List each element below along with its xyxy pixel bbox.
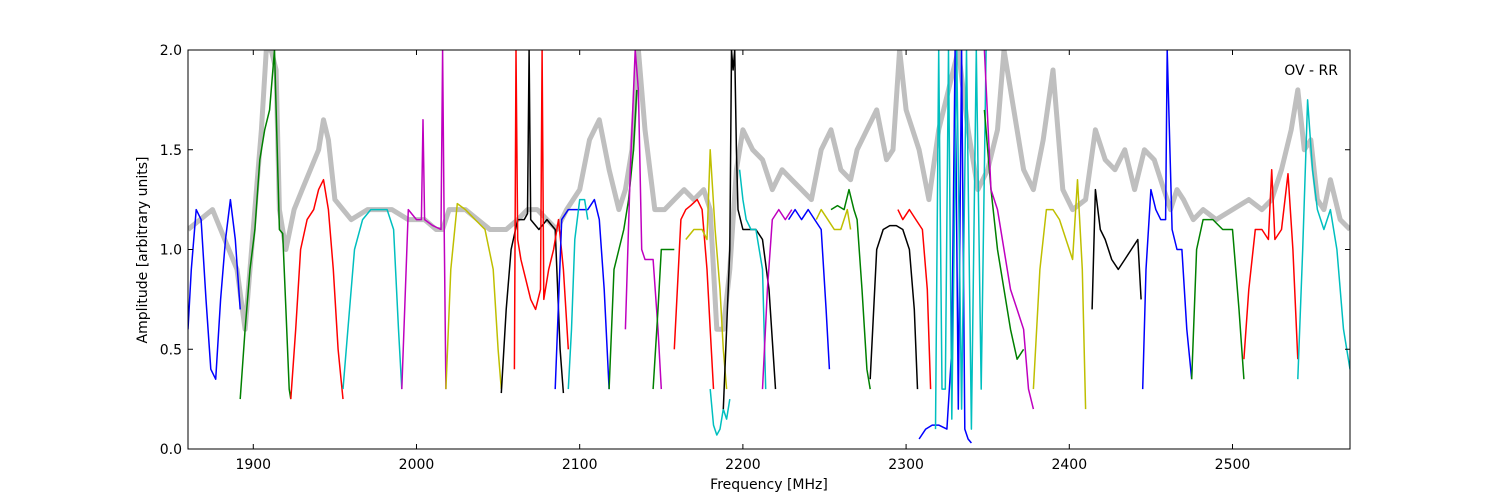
series-line-32 — [1190, 218, 1245, 380]
chart-annotation: OV - RR — [1284, 63, 1338, 79]
series-line-10 — [567, 198, 589, 390]
x-tick-label: 2300 — [888, 457, 924, 473]
x-tick-label: 2200 — [725, 457, 761, 473]
series-line-3 — [290, 178, 344, 400]
series-line-18 — [738, 169, 767, 390]
y-tick-label: 1.5 — [160, 143, 182, 159]
series-line-11 — [608, 89, 638, 390]
series-line-2 — [239, 50, 292, 400]
series-line-14 — [673, 198, 715, 390]
plot-background — [188, 50, 1350, 449]
y-tick-label: 0.0 — [160, 442, 182, 458]
x-tick-label: 2100 — [562, 457, 598, 473]
series-line-24 — [897, 208, 932, 390]
x-tick-label: 2400 — [1051, 457, 1087, 473]
x-tick-label: 1900 — [235, 457, 271, 473]
y-tick-label: 1.0 — [160, 243, 182, 259]
series-line-13 — [652, 248, 675, 390]
series-line-6 — [445, 202, 503, 390]
y-tick-label: 2.0 — [160, 43, 182, 59]
series-line-33 — [1243, 168, 1299, 360]
series-line-8 — [513, 50, 570, 370]
series-line-9 — [554, 198, 610, 390]
series-line-4 — [342, 208, 403, 390]
series-line-28 — [983, 50, 1035, 410]
x-axis: 1900 2000 2100 2200 2300 2400 2500 — [235, 50, 1250, 473]
x-tick-label: 2500 — [1215, 457, 1251, 473]
series-line-23 — [869, 224, 919, 390]
series-line-25 — [918, 50, 972, 444]
y-tick-label: 0.5 — [160, 342, 182, 358]
series-group — [188, 50, 1350, 444]
series-line-21 — [815, 208, 852, 231]
series-line-12 — [624, 50, 663, 390]
series-line-1 — [188, 198, 241, 380]
series-line-15 — [685, 149, 728, 390]
series-line-16 — [709, 389, 731, 436]
series-line-26 — [934, 50, 987, 430]
series-line-19 — [761, 208, 793, 390]
x-axis-title: Frequency [MHz] — [710, 477, 828, 493]
series-line-20 — [787, 208, 831, 370]
y-axis-title: Amplitude [arbitrary units] — [135, 157, 151, 344]
y-axis: 0.0 0.5 1.0 1.5 2.0 — [160, 43, 1350, 458]
series-line-7 — [500, 50, 565, 394]
series-line-34 — [1297, 99, 1350, 380]
series-line-17 — [722, 50, 777, 410]
series-line-22 — [830, 188, 871, 390]
series-line-29 — [1032, 178, 1087, 410]
series-line-31 — [1141, 50, 1193, 390]
series-line-5 — [401, 50, 447, 390]
x-tick-label: 2000 — [399, 457, 435, 473]
series-line-30 — [1091, 188, 1142, 310]
